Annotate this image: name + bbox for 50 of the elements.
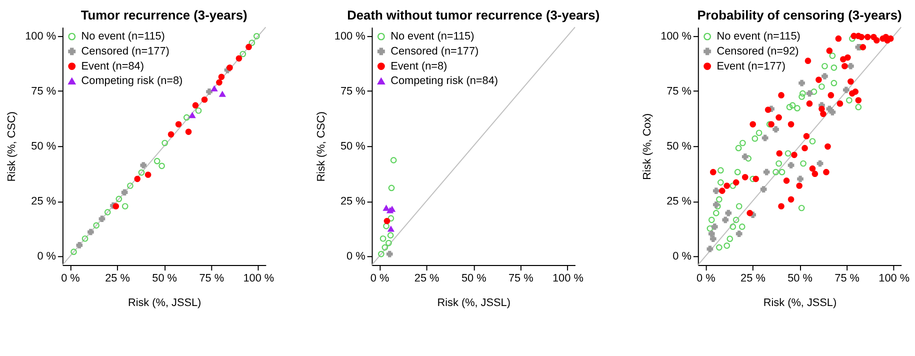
x-tick-label: 0 % [696, 272, 716, 284]
legend-label: Event (n=177) [716, 60, 786, 72]
x-axis-title: Risk (%, JSSL) [437, 297, 510, 310]
x-tick-label: 0 % [61, 272, 80, 284]
legend-label: Competing risk (n=8) [81, 75, 183, 88]
y-tick-label: 0 % [672, 250, 692, 263]
chart-title: Tumor recurrence (3-years) [80, 8, 248, 23]
legend-label: No event (n=115) [716, 30, 800, 43]
legend-label: No event (n=115) [81, 30, 165, 43]
x-tick-label: 0 % [370, 272, 390, 284]
x-tick-label: 25 % [105, 272, 130, 284]
x-tick-label: 50 % [788, 272, 813, 284]
legend-label: No event (n=115) [390, 30, 474, 43]
y-tick-label: 50 % [31, 140, 56, 153]
y-axis-title: Risk (%, CSC) [6, 111, 18, 182]
y-tick-label: 50 % [666, 140, 692, 153]
chart-title: Probability of censoring (3-years) [697, 8, 902, 23]
y-tick-label: 50 % [340, 140, 366, 153]
legend-label: Event (n=84) [81, 60, 144, 72]
legend-label: Censored (n=92) [716, 45, 799, 58]
x-tick-label: 25 % [414, 272, 440, 284]
x-tick-label: 25 % [740, 272, 766, 284]
y-tick-label: 75 % [340, 85, 366, 98]
legend-label: Censored (n=177) [390, 45, 479, 58]
x-axis-title: Risk (%, JSSL) [128, 297, 202, 310]
chart-title: Death without tumor recurrence (3-years) [347, 8, 600, 23]
x-tick-label: 100 % [243, 272, 274, 284]
x-tick-label: 75 % [199, 272, 224, 284]
y-tick-label: 100 % [660, 30, 692, 42]
y-tick-label: 25 % [666, 196, 692, 208]
y-tick-label: 75 % [666, 85, 692, 98]
x-tick-label: 50 % [152, 272, 178, 284]
legend-label: Competing risk (n=84) [390, 75, 498, 88]
x-axis-title: Risk (%, JSSL) [763, 297, 837, 310]
y-axis-title: Risk (%, Cox) [642, 113, 654, 180]
y-tick-label: 100 % [25, 30, 56, 42]
x-tick-label: 75 % [834, 272, 860, 284]
y-tick-label: 100 % [334, 30, 366, 42]
x-tick-label: 75 % [508, 272, 534, 284]
y-axis-title: Risk (%, CSC) [315, 111, 328, 182]
y-tick-label: 25 % [31, 196, 56, 208]
x-tick-label: 100 % [552, 272, 584, 284]
x-tick-label: 100 % [878, 272, 910, 284]
legend-label: Event (n=8) [390, 60, 448, 72]
x-tick-label: 50 % [461, 272, 487, 284]
y-tick-label: 25 % [340, 196, 366, 208]
legend-label: Censored (n=177) [81, 45, 170, 58]
y-tick-label: 0 % [37, 250, 56, 263]
y-tick-label: 75 % [31, 85, 56, 98]
y-tick-label: 0 % [346, 250, 366, 263]
